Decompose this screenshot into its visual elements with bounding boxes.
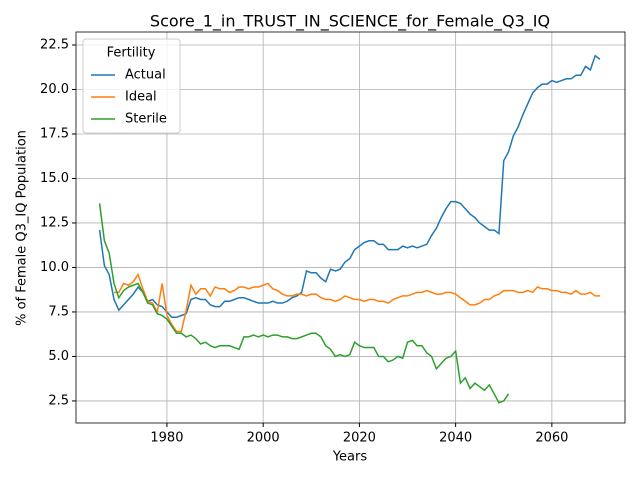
x-tick-label: 2020 [343,431,376,446]
series-line [98,54,601,319]
legend-label: Actual [125,68,166,83]
x-tick-label: 1980 [150,431,183,446]
y-tick-label: 15.0 [40,171,69,186]
legend-title: Fertility [107,46,156,61]
chart-title: Score_1_in_TRUST_IN_SCIENCE_for_Female_Q… [150,12,550,32]
y-tick-label: 20.0 [40,82,69,97]
legend-label: Sterile [125,112,167,127]
x-axis-label: Years [332,450,368,465]
y-tick-label: 12.5 [40,215,69,230]
x-tick-label: 2060 [535,431,568,446]
y-tick-label: 5.0 [48,349,69,364]
y-tick-label: 2.5 [48,393,69,408]
y-axis-label: % of Female Q3_IQ Population [15,130,30,326]
plot-frame [75,31,626,424]
legend-box [82,38,181,134]
series-line [98,203,510,404]
x-tick-label: 2000 [247,431,280,446]
x-tick-label: 2040 [439,431,472,446]
y-tick-label: 17.5 [40,126,69,141]
y-tick-label: 7.5 [48,304,69,319]
series-line [114,272,600,333]
legend-label: Ideal [125,90,157,105]
y-tick-label: 10.0 [40,260,69,275]
y-tick-label: 22.5 [40,37,69,52]
